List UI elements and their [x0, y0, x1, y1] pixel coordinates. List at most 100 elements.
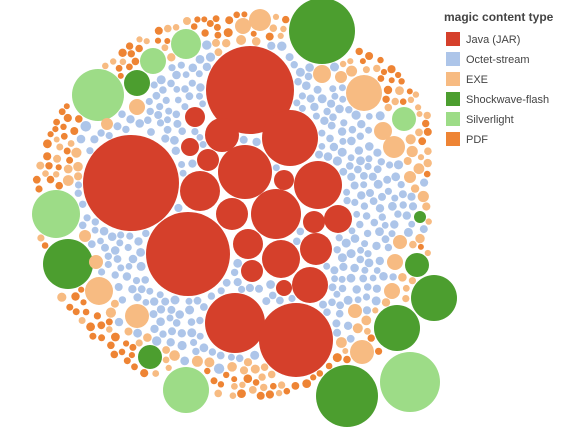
- bubble-exe-377: [169, 350, 180, 361]
- bubble-octet-310: [196, 83, 205, 92]
- legend-label-pdf: PDF: [466, 134, 488, 146]
- bubble-octet-156: [335, 309, 344, 318]
- bubble-exe-475: [231, 383, 238, 390]
- bubble-octet-128: [323, 107, 331, 116]
- bubble-octet-294: [98, 268, 106, 276]
- bubble-octet-104: [337, 127, 347, 136]
- bubble-exe-530: [135, 339, 143, 347]
- bubble-octet-62: [170, 295, 180, 305]
- bubble-pdf-572: [377, 75, 385, 82]
- bubble-pdf-413: [123, 357, 131, 365]
- bubble-pdf-557: [375, 347, 383, 355]
- bubble-octet-87: [122, 272, 132, 281]
- bubble-octet-284: [343, 196, 351, 205]
- bubble-octet-281: [90, 135, 99, 144]
- bubble-pdf-540: [128, 352, 135, 359]
- bubble-octet-215: [146, 287, 154, 295]
- bubble-octet-213: [403, 227, 413, 237]
- bubble-octet-66: [356, 132, 364, 140]
- bubble-octet-305: [125, 263, 133, 270]
- bubble-pdf-407: [212, 15, 220, 23]
- bubble-pdf-476: [398, 78, 405, 85]
- bubble-octet-230: [86, 147, 94, 155]
- legend-label-swf: Shockwave-flash: [466, 94, 549, 106]
- bubble-octet-345: [238, 285, 246, 293]
- bubble-exe-460: [53, 171, 60, 178]
- bubble-octet-90: [368, 172, 377, 181]
- bubble-exe-546: [417, 154, 425, 161]
- bubble-octet-92: [302, 81, 311, 90]
- bubble-octet-132: [167, 305, 176, 314]
- bubble-octet-109: [156, 291, 164, 299]
- bubble-octet-265: [383, 175, 392, 184]
- bubble-octet-74: [177, 340, 187, 351]
- bubble-pdf-479: [43, 152, 52, 161]
- bubble-exe-367: [250, 364, 260, 374]
- bubble-octet-275: [196, 316, 204, 325]
- bubble-pdf-519: [58, 108, 66, 116]
- bubble-exe-393: [346, 65, 358, 77]
- bubble-exe-387: [410, 184, 420, 193]
- bubble-octet-183: [172, 110, 181, 119]
- bubble-exe-436: [415, 104, 422, 111]
- bubble-octet-107: [199, 100, 207, 108]
- bubble-pdf-470: [418, 137, 427, 146]
- legend-title: magic content type: [444, 10, 554, 24]
- bubble-exe-503: [260, 383, 268, 392]
- bubble-silv-36: [380, 352, 440, 412]
- bubble-pdf-446: [210, 377, 218, 385]
- bubble-octet-176: [357, 120, 366, 129]
- bubble-exe-380: [398, 273, 407, 282]
- bubble-octet-306: [177, 329, 186, 338]
- bubble-pdf-486: [154, 37, 162, 44]
- bubble-pdf-425: [72, 308, 80, 316]
- bubble-exe-358: [204, 357, 215, 368]
- bubble-octet-350: [272, 164, 280, 172]
- bubble-octet-150: [329, 85, 337, 93]
- bubble-exe-450: [57, 292, 67, 302]
- bubble-pdf-558: [250, 30, 257, 37]
- bubble-jar-20: [197, 149, 219, 171]
- bubble-exe-355: [352, 323, 363, 334]
- bubble-pdf-556: [131, 363, 138, 371]
- bubble-octet-309: [333, 246, 341, 254]
- bubble-octet-342: [323, 262, 331, 270]
- bubble-exe-400: [167, 53, 176, 62]
- bubble-octet-227: [360, 181, 368, 189]
- bubble-octet-243: [333, 290, 341, 298]
- bubble-octet-149: [205, 52, 216, 62]
- bubble-exe-368: [384, 103, 393, 112]
- bubble-octet-64: [320, 116, 329, 126]
- bubble-pdf-487: [125, 42, 134, 50]
- bubble-pdf-561: [105, 318, 113, 326]
- bubble-octet-332: [373, 267, 381, 274]
- bubble-exe-553: [407, 96, 415, 104]
- bubble-octet-285: [159, 330, 167, 338]
- bubble-exe-56: [101, 118, 113, 130]
- bubble-jar-2: [146, 212, 230, 296]
- bubble-octet-169: [128, 285, 137, 294]
- bubble-exe-55: [348, 304, 362, 318]
- bubble-octet-395: [202, 40, 212, 50]
- bubble-octet-158: [295, 67, 305, 77]
- bubble-octet-98: [195, 55, 205, 64]
- bubble-octet-239: [359, 274, 368, 283]
- bubble-octet-330: [79, 200, 87, 208]
- bubble-octet-140: [233, 278, 242, 287]
- bubble-octet-280: [97, 237, 104, 245]
- bubble-exe-457: [280, 25, 287, 33]
- bubble-octet-303: [366, 189, 374, 197]
- legend-swatch-exe: [446, 72, 460, 86]
- bubble-exe-42: [125, 304, 149, 328]
- bubble-octet-178: [156, 305, 166, 314]
- legend-label-octet: Octet-stream: [466, 54, 530, 66]
- bubble-jar-10: [292, 267, 328, 303]
- bubble-octet-254: [348, 125, 357, 134]
- bubble-octet-61: [354, 146, 364, 155]
- legend-swatch-pdf: [446, 132, 460, 146]
- bubble-octet-211: [172, 70, 181, 80]
- bubble-pdf-430: [383, 85, 393, 95]
- bubble-octet-307: [315, 150, 323, 159]
- bubble-exe-378: [62, 175, 74, 186]
- bubble-pdf-529: [140, 369, 149, 378]
